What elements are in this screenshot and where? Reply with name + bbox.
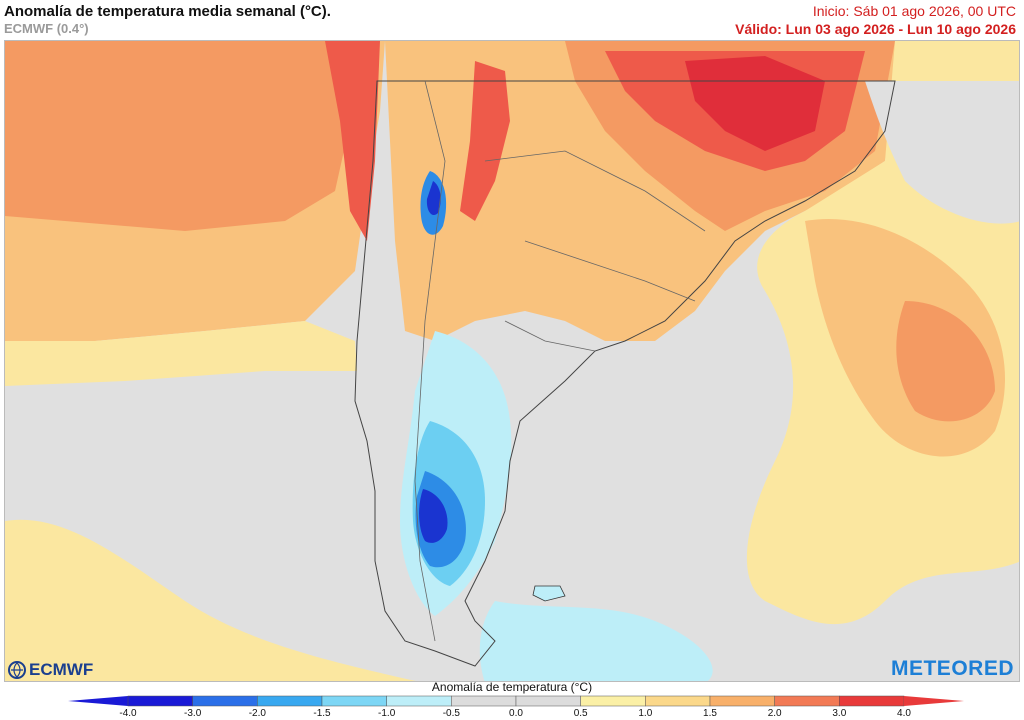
colorbar-tick-label: -1.0 <box>378 708 396 719</box>
colorbar-segment <box>645 695 711 707</box>
temperature-anomaly-map[interactable] <box>4 40 1020 682</box>
ecmwf-logo: ECMWF <box>8 660 93 680</box>
colorbar-segment <box>386 695 452 707</box>
map-title: Anomalía de temperatura media semanal (°… <box>4 3 331 20</box>
coastal-hot-zone <box>325 41 380 241</box>
globe-icon <box>8 661 26 679</box>
colorbar-tick-label: -3.0 <box>184 708 202 719</box>
country-border-north <box>484 150 706 232</box>
colorbar-tick-label: -0.5 <box>442 708 460 719</box>
country-border-south <box>504 320 596 352</box>
colorbar-tick-label: 3.0 <box>832 708 847 719</box>
colorbar-tick-label: 0.0 <box>509 708 523 719</box>
colorbar-segment <box>839 695 905 707</box>
colorbar-tick-label: -2.0 <box>248 708 266 719</box>
pacific-lightwarm-zone <box>5 321 357 386</box>
colorbar <box>68 695 964 707</box>
header-right: Inicio: Sáb 01 ago 2026, 00 UTC Válido: … <box>735 2 1016 38</box>
atlantic-neutral-patch <box>865 81 1019 224</box>
legend-title: Anomalía de temperatura (°C) <box>431 680 593 694</box>
colorbar-segment <box>774 695 840 707</box>
andes-coldest-spot <box>426 181 441 216</box>
patagonia-coldest-zone <box>419 489 448 543</box>
andes-border <box>414 80 446 642</box>
colorbar-tick-label: 0.5 <box>573 708 588 719</box>
south-pacific-lightwarm <box>5 519 416 681</box>
valid-period: Válido: Lun 03 ago 2026 - Lun 10 ago 202… <box>735 21 1016 37</box>
model-name: ECMWF (0.4°) <box>4 21 89 36</box>
colorbar-min-arrow <box>68 696 128 706</box>
colorbar-segment <box>709 695 775 707</box>
ecmwf-logo-text: ECMWF <box>29 660 94 679</box>
andes-hot-strip <box>460 61 510 221</box>
colorbar-segment <box>257 695 323 707</box>
meteored-logo: METEORED <box>890 657 1014 680</box>
colorbar-tick-label: 1.5 <box>703 708 717 719</box>
atlantic-orange-zone <box>896 301 995 422</box>
continent-very-hot-zone <box>685 56 825 151</box>
colorbar-segment <box>127 695 193 707</box>
colorbar-tick-label: -4.0 <box>119 708 137 719</box>
colorbar-tick-label: 1.0 <box>638 708 653 719</box>
colorbar-tick-label: 4.0 <box>897 708 911 719</box>
country-border-middle <box>524 240 696 302</box>
header-left: Anomalía de temperatura media semanal (°… <box>4 2 331 37</box>
init-time: Inicio: Sáb 01 ago 2026, 00 UTC <box>812 3 1016 19</box>
map-canvas <box>5 41 1019 681</box>
coastline <box>354 80 896 667</box>
colorbar-segment <box>192 695 258 707</box>
colorbar-max-arrow <box>904 696 964 706</box>
falkland-islands <box>532 585 566 602</box>
colorbar-segment <box>451 695 517 707</box>
colorbar-segment <box>580 695 646 707</box>
colorbar-segment <box>515 695 581 707</box>
colorbar-tick-label: 2.0 <box>767 708 782 719</box>
colorbar-tick-label: -1.5 <box>313 708 331 719</box>
colorbar-segment <box>321 695 387 707</box>
south-atlantic-lightcold <box>479 601 713 681</box>
pacific-orange-zone <box>5 41 365 231</box>
